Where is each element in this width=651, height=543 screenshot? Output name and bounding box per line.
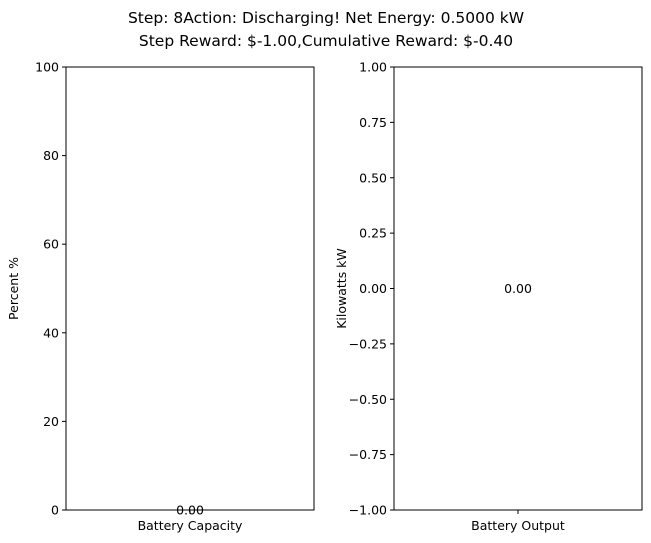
capacity-bar-value-label: 0.00 xyxy=(176,503,204,518)
battery-output-panel: −1.00 −0.75 −0.50 −0.25 0.00 0.25 0.50 0.75 1.00… xyxy=(334,60,643,533)
capacity-ytick-label: 60 xyxy=(43,237,59,252)
capacity-ytick-label: 40 xyxy=(43,325,59,340)
capacity-ytick-label: 100 xyxy=(35,60,59,75)
output-ytick-label: −0.75 xyxy=(349,447,387,462)
capacity-xtick-label: Battery Capacity xyxy=(138,518,243,533)
capacity-ytick-label: 0 xyxy=(51,503,59,518)
capacity-ytick-label: 80 xyxy=(43,148,59,163)
output-bar-value-label: 0.00 xyxy=(504,281,532,296)
output-ytick-label: −0.25 xyxy=(349,336,387,351)
capacity-axes-frame xyxy=(65,66,315,511)
output-ytick-label: 0.75 xyxy=(359,115,387,130)
battery-capacity-panel: 0 20 40 60 80 100 Percent % Battery Capacity0.0… xyxy=(6,60,315,533)
output-ytick-label: −0.50 xyxy=(349,392,387,407)
output-ytick-label: −1.00 xyxy=(349,503,387,518)
capacity-ytick-label: 20 xyxy=(43,414,59,429)
output-ytick-label: 0.50 xyxy=(359,170,387,185)
capacity-ylabel: Percent % xyxy=(6,257,21,320)
output-ytick-label: 1.00 xyxy=(359,60,387,75)
figure-title-line-2: Step Reward: $-1.00,Cumulative Reward: $… xyxy=(139,32,513,50)
output-ytick-label: 0.00 xyxy=(359,281,387,296)
output-xtick-label: Battery Output xyxy=(471,518,565,533)
output-ylabel: Kilowatts kW xyxy=(334,248,349,329)
output-ytick-label: 0.25 xyxy=(359,226,387,241)
figure-title-line-1: Step: 8Action: Discharging! Net Energy: … xyxy=(128,9,524,27)
